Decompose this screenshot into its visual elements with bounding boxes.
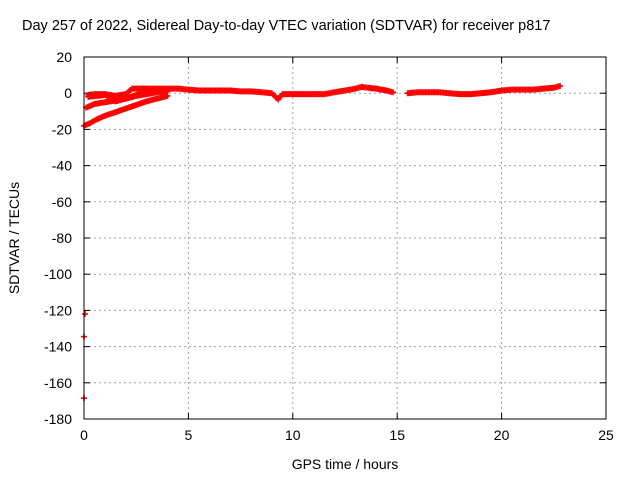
y-tick-label: -40: [52, 158, 72, 174]
x-tick-label: 25: [598, 427, 614, 443]
y-axis-ticks: 20 0 -20 -40 -60 -80 -100 -120 -140 -160 -180: [44, 49, 606, 427]
data-point: [557, 82, 564, 89]
data-point: [82, 311, 89, 318]
y-tick-label: 20: [56, 49, 72, 65]
y-tick-label: -100: [44, 266, 72, 282]
x-tick-label: 0: [80, 427, 88, 443]
y-tick-label: -180: [44, 411, 72, 427]
y-tick-label: -160: [44, 375, 72, 391]
x-tick-label: 5: [185, 427, 193, 443]
x-axis-ticks: 0 5 10 15 20 25: [80, 57, 614, 443]
plot-frame: [83, 56, 607, 420]
y-tick-label: -120: [44, 302, 72, 318]
x-tick-label: 10: [285, 427, 301, 443]
chart-title: Day 257 of 2022, Sidereal Day-to-day VTE…: [22, 18, 551, 34]
y-tick-label: 0: [64, 85, 72, 101]
x-axis-label: GPS time / hours: [291, 456, 399, 472]
x-tick-label: 15: [389, 427, 405, 443]
y-tick-label: -20: [52, 121, 72, 137]
data-point: [390, 89, 397, 96]
y-tick-label: -80: [52, 230, 72, 246]
x-tick-label: 20: [494, 427, 510, 443]
grid-lines: [84, 57, 606, 419]
data-points: [81, 82, 564, 402]
y-axis-label: SDTVAR / TECUs: [6, 181, 22, 295]
y-tick-label: -140: [44, 339, 72, 355]
y-tick-label: -60: [52, 194, 72, 210]
